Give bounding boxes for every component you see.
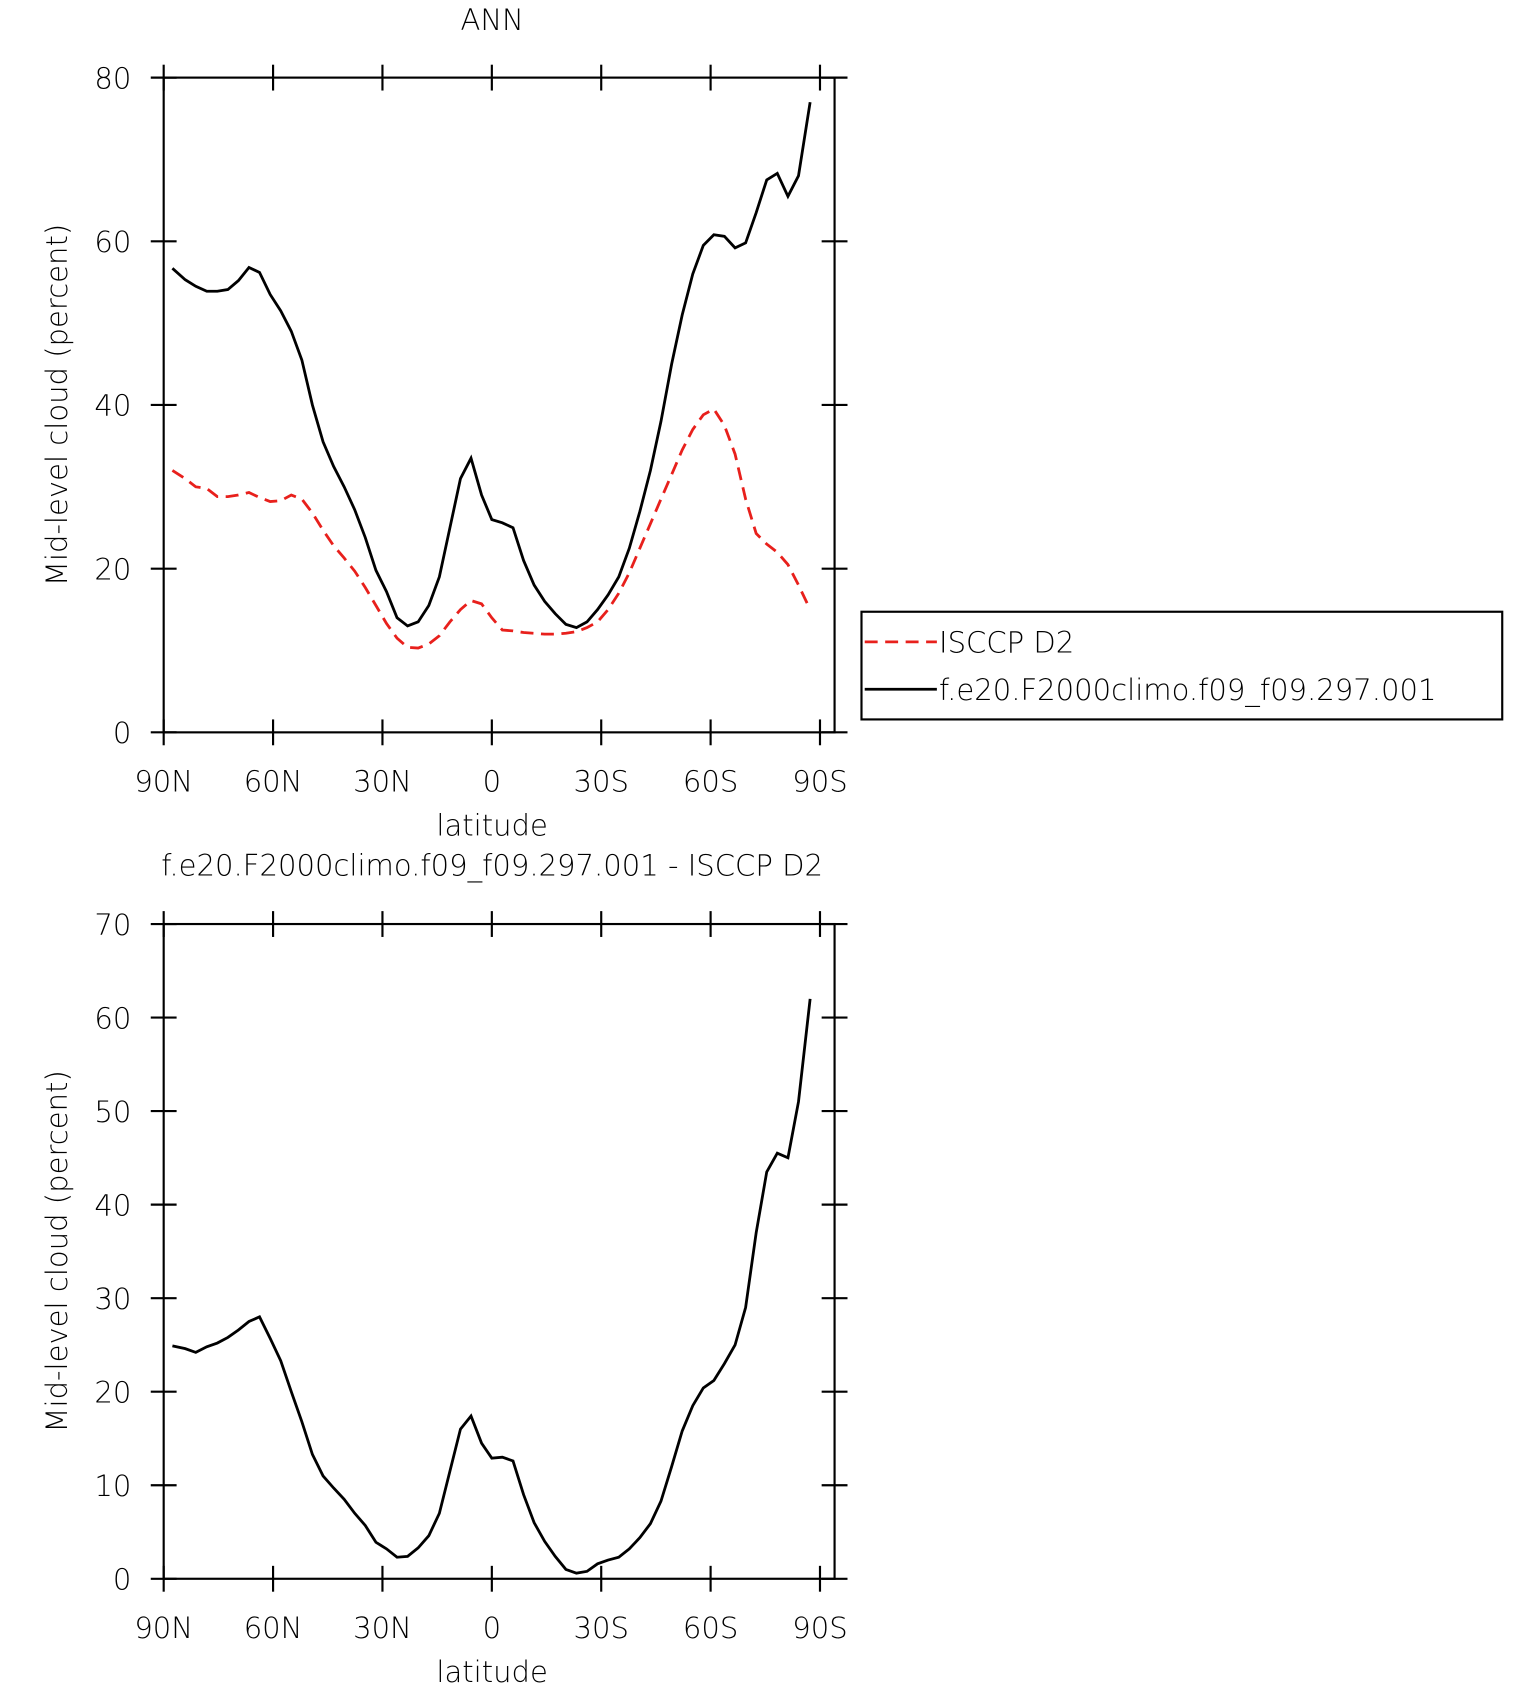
- series-line: [171, 101, 812, 630]
- plot-frame: [162, 76, 836, 734]
- x-tick-label: 90S: [792, 1611, 847, 1645]
- y-tick-label: 40: [94, 389, 131, 423]
- y-tick-label: 30: [94, 1282, 131, 1316]
- x-tick-label: 90N: [134, 1611, 193, 1645]
- y-tick-label: 10: [94, 1469, 131, 1503]
- series-line: [172, 998, 812, 1575]
- y-tick-label: 20: [94, 552, 131, 586]
- x-tick-label: 90S: [792, 765, 847, 799]
- y-tick-label: 70: [94, 908, 131, 942]
- y-tick-label: 60: [94, 225, 131, 259]
- x-tick-label: 0: [483, 1611, 502, 1645]
- x-tick-label: 30S: [574, 1611, 629, 1645]
- chart-title: ANN: [460, 3, 523, 37]
- y-axis-label: Mid-level cloud (percent): [40, 1070, 74, 1432]
- y-tick-label: 60: [94, 1001, 131, 1035]
- x-tick-label: 90N: [134, 765, 193, 799]
- legend-label: f.e20.F2000climo.f09_f09.297.001: [939, 673, 1436, 708]
- x-tick-label: 30N: [353, 765, 412, 799]
- y-tick-label: 20: [94, 1375, 131, 1409]
- y-tick-label: 80: [94, 61, 131, 95]
- x-axis-label: latitude: [436, 1655, 548, 1689]
- x-axis-label: latitude: [436, 809, 548, 843]
- x-tick-label: 30N: [353, 1611, 412, 1645]
- x-tick-label: 60S: [683, 765, 738, 799]
- x-tick-label: 60N: [244, 1611, 303, 1645]
- y-tick-label: 40: [94, 1188, 131, 1222]
- x-tick-label: 60S: [683, 1611, 738, 1645]
- y-tick-label: 50: [94, 1095, 131, 1129]
- series-line: [171, 407, 812, 650]
- y-tick-label: 0: [113, 1563, 131, 1597]
- y-tick-label: 0: [113, 716, 131, 750]
- x-tick-label: 60N: [244, 765, 303, 799]
- legend-box: [860, 610, 1504, 721]
- x-tick-label: 0: [483, 765, 502, 799]
- plot-frame: [162, 922, 836, 1580]
- legend-label: ISCCP D2: [939, 626, 1074, 660]
- chart-title: f.e20.F2000climo.f09_f09.297.001 - ISCCP…: [161, 849, 823, 884]
- x-tick-label: 30S: [574, 765, 629, 799]
- y-axis-label: Mid-level cloud (percent): [40, 224, 74, 586]
